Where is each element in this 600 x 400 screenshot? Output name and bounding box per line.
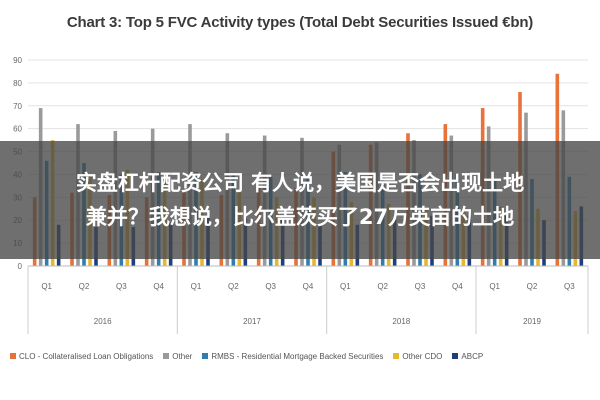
overlay-line-1: 实盘杠杆配资公司 有人说，美国是否会出现土地 [75, 171, 525, 195]
year-label: 2018 [392, 317, 410, 326]
y-tick-label: 0 [18, 262, 23, 271]
legend-swatch [10, 353, 16, 359]
legend-swatch [393, 353, 400, 359]
y-tick-label: 70 [13, 102, 22, 111]
year-label: 2016 [94, 317, 112, 326]
overlay-line-2: 兼并？我想说，比尔盖茨买了27万英亩的土地 [85, 205, 515, 229]
text-overlay-banner: 实盘杠杆配资公司 有人说，美国是否会出现土地 兼并？我想说，比尔盖茨买了27万英… [0, 141, 600, 259]
x-tick-label: Q3 [564, 282, 575, 291]
x-tick-label: Q3 [415, 282, 426, 291]
legend-label: RMBS - Residential Mortgage Backed Secur… [211, 351, 384, 361]
x-tick-label: Q2 [228, 282, 239, 291]
legend-label: ABCP [461, 351, 484, 361]
legend-swatch [202, 353, 209, 359]
chart-title: Chart 3: Top 5 FVC Activity types (Total… [66, 14, 534, 31]
x-tick-label: Q1 [489, 282, 500, 291]
y-tick-label: 80 [13, 79, 22, 88]
legend-swatch [163, 353, 170, 359]
legend: CLO - Collateralised Loan Obligations Oth… [10, 349, 590, 363]
x-tick-label: Q4 [303, 282, 314, 291]
legend-label: CLO - Collateralised Loan Obligations [19, 351, 154, 361]
y-tick-label: 90 [13, 56, 22, 65]
legend-item: Other [163, 352, 192, 361]
x-tick-label: Q3 [265, 282, 276, 291]
x-tick-label: Q3 [116, 282, 127, 291]
y-tick-label: 60 [13, 125, 22, 134]
year-label: 2017 [243, 317, 261, 326]
legend-label: Other CDO [402, 351, 443, 361]
x-tick-label: Q1 [41, 282, 52, 291]
x-tick-label: Q1 [340, 282, 351, 291]
legend-item: Other CDO [393, 352, 442, 361]
legend-swatch [452, 353, 459, 359]
x-tick-label: Q2 [527, 282, 538, 291]
x-tick-label: Q2 [377, 282, 388, 291]
x-tick-label: Q4 [153, 282, 164, 291]
x-tick-label: Q2 [79, 282, 90, 291]
year-label: 2019 [523, 317, 541, 326]
legend-label: Other [172, 351, 193, 361]
legend-item: CLO - Collateralised Loan Obligations [10, 352, 153, 361]
x-tick-label: Q1 [191, 282, 202, 291]
x-axis: Q1 Q2 Q3 Q4 Q1 Q2 Q3 Q4 Q1 Q2 Q3 Q4 Q1 Q2 Q3 2016 2017 20… [27, 265, 589, 334]
legend-item: RMBS - Residential Mortgage Backed Secur… [202, 352, 383, 361]
x-tick-label: Q4 [452, 282, 463, 291]
legend-item: ABCP [452, 352, 483, 361]
